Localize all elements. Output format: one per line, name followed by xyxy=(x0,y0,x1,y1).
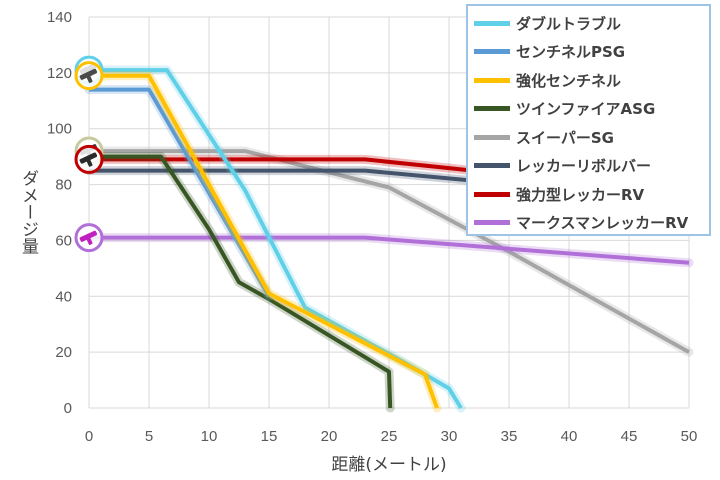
series-lines xyxy=(84,65,694,413)
legend-label: レッカーリボルバー xyxy=(516,157,652,176)
gun-icon-enhanced-sentinel xyxy=(74,61,104,91)
legend-label: ダブルトラブル xyxy=(516,14,622,33)
legend-label: 強力型レッカーRV xyxy=(516,185,645,204)
legend-item: 強力型レッカーRV xyxy=(474,180,709,209)
legend-swatch xyxy=(474,163,510,169)
x-tick-label: 10 xyxy=(201,428,218,445)
x-tick-label: 45 xyxy=(621,428,638,445)
y-tick-label: 0 xyxy=(64,400,72,417)
y-tick-label: 80 xyxy=(55,177,72,194)
legend-swatch xyxy=(474,134,510,140)
legend-label: スイーパーSG xyxy=(516,128,614,147)
gun-icon-heavy-wrecker xyxy=(74,144,104,174)
legend: ダブルトラブル センチネルPSG 強化センチネルツインファイアASG スイーパーSG レ… xyxy=(466,4,711,236)
legend-label: ツインファイアASG xyxy=(516,100,656,119)
y-tick-label: 60 xyxy=(55,232,72,249)
legend-item: レッカーリボルバー xyxy=(474,152,709,181)
legend-swatch xyxy=(474,77,510,83)
x-tick-label: 30 xyxy=(441,428,458,445)
x-tick-label: 20 xyxy=(321,428,338,445)
weapon-markers xyxy=(74,55,104,253)
legend-label: センチネルPSG xyxy=(516,43,626,62)
legend-item: ダブルトラブル xyxy=(474,9,709,38)
legend-item: ツインファイアASG xyxy=(474,95,709,124)
x-axis-title: 距離(メートル) xyxy=(331,455,446,475)
x-tick-labels: 0 5 10 15 20 25 30 35 40 45 50 xyxy=(85,428,698,445)
legend-item: マークスマンレッカーRV xyxy=(474,209,709,238)
legend-label: マークスマンレッカーRV xyxy=(516,214,689,233)
y-tick-label: 40 xyxy=(55,288,72,305)
legend-swatch xyxy=(474,20,510,26)
y-axis-title: ダメージ量 xyxy=(18,169,39,254)
series-line xyxy=(89,73,439,409)
series-line xyxy=(89,157,474,173)
y-axis-title-group: ダメージ量 xyxy=(18,169,39,254)
legend-item: 強化センチネル xyxy=(474,66,709,95)
y-tick-label: 120 xyxy=(47,65,72,82)
legend-swatch xyxy=(474,49,510,55)
y-tick-label: 100 xyxy=(47,121,72,138)
y-tick-label: 140 xyxy=(47,9,72,26)
legend-swatch xyxy=(474,106,510,112)
series-line xyxy=(89,68,463,410)
x-tick-label: 0 xyxy=(85,428,93,445)
x-tick-label: 15 xyxy=(261,428,278,445)
legend-item: センチネルPSG xyxy=(474,38,709,67)
y-tick-labels: 0 20 40 60 80 100 120 140 xyxy=(47,9,72,417)
legend-swatch xyxy=(474,191,510,197)
legend-label: 強化センチネル xyxy=(516,71,622,90)
x-tick-label: 25 xyxy=(381,428,398,445)
series-line xyxy=(89,87,271,298)
series-line xyxy=(89,235,690,265)
series-line xyxy=(89,154,393,409)
series-line xyxy=(89,168,486,184)
gun-icon-marksman-wrecker xyxy=(74,223,104,253)
legend-swatch xyxy=(474,220,510,226)
legend-item: スイーパーSG xyxy=(474,123,709,152)
x-tick-label: 50 xyxy=(681,428,698,445)
x-tick-label: 40 xyxy=(561,428,578,445)
y-tick-label: 20 xyxy=(55,344,72,361)
series-line xyxy=(89,149,690,354)
x-tick-label: 5 xyxy=(145,428,153,445)
x-tick-label: 35 xyxy=(501,428,518,445)
